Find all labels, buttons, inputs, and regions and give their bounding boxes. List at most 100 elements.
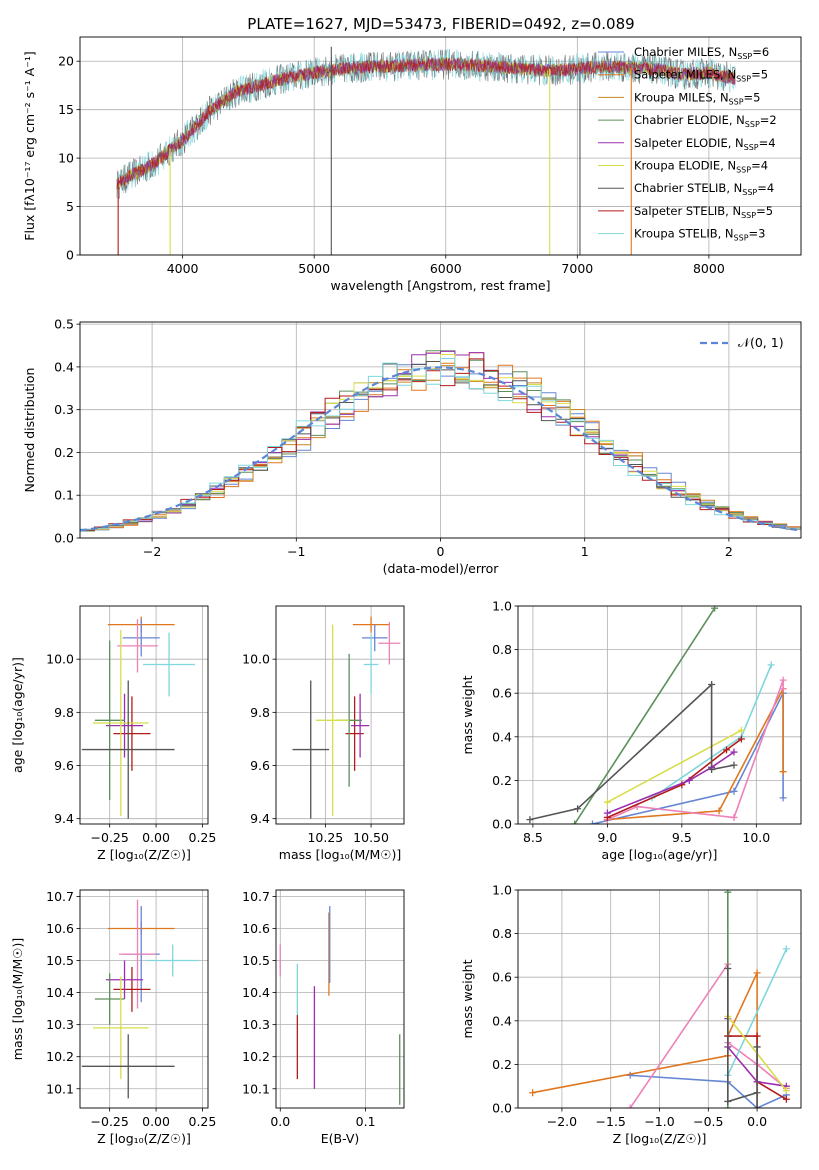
plot-area xyxy=(81,616,196,819)
mass-vs-metallicity-panel: −0.25 0.00 0.25 10.1 10.2 10.3 10.4 10.5 10.6 10.… xyxy=(10,889,216,1146)
axes-frame xyxy=(275,605,405,825)
weight-marker xyxy=(626,1104,634,1108)
data-point xyxy=(105,693,144,758)
x-tick-label: 6000 xyxy=(430,261,462,276)
weight-marker xyxy=(724,1097,732,1105)
x-tick-label: 8.5 xyxy=(523,830,543,845)
x-tick-label: 0.00 xyxy=(142,830,170,845)
weight-marker xyxy=(779,676,787,684)
data-point xyxy=(92,629,149,817)
axes-frame xyxy=(79,605,209,825)
age-vs-mass-panel: 10.25 10.50 9.4 9.6 9.8 10.0 mass [log₁₀(M/M☉)… xyxy=(242,605,405,862)
y-tick-label: 9.4 xyxy=(54,811,74,826)
weight-marker xyxy=(603,809,611,817)
data-point xyxy=(350,693,370,758)
weight-marker xyxy=(724,964,732,972)
y-tick-label: 0.8 xyxy=(492,926,512,941)
mass-vs-extinction-panel: 0.0 0.1 10.1 10.2 10.3 10.4 10.5 10.6 10.7 E(B-V) xyxy=(242,889,405,1146)
y-tick-label: 10.7 xyxy=(46,889,74,904)
y-tick-label: 0.0 xyxy=(492,1101,512,1116)
weight-marker xyxy=(767,661,775,669)
y-tick-label: 10.7 xyxy=(242,889,270,904)
y-tick-label: 9.4 xyxy=(250,811,270,826)
weight-marker xyxy=(730,787,738,795)
weight-marker xyxy=(529,1089,537,1097)
legend-label: Chabrier MILES, NSSP=6 xyxy=(634,45,769,61)
y-tick-label: 0.0 xyxy=(54,531,74,546)
weight-marker xyxy=(715,807,723,815)
x-tick-label: 0.25 xyxy=(189,830,217,845)
y-tick-label: 10.1 xyxy=(46,1081,74,1096)
age-vs-metallicity-panel: −0.25 0.00 0.25 9.4 9.6 9.8 10.0 Z [log₁₀(Z/Z☉)… xyxy=(10,605,217,862)
y-tick-label: 5 xyxy=(66,199,74,214)
y-axis-label: Flux [fλ10⁻¹⁷ erg cm⁻² s⁻¹ A⁻¹] xyxy=(22,51,37,240)
axes-frame xyxy=(517,889,802,1109)
data-point xyxy=(92,976,149,1080)
weight-marker xyxy=(723,746,731,754)
y-tick-label: 0.0 xyxy=(492,817,512,832)
histogram-series xyxy=(80,358,801,533)
y-axis-label: mass weight xyxy=(460,675,475,754)
data-point xyxy=(122,619,160,657)
weight-marker xyxy=(685,776,693,784)
weight-marker xyxy=(782,1087,790,1095)
plot-area xyxy=(292,616,401,819)
x-tick-label: 9.5 xyxy=(672,830,692,845)
y-tick-label: 10.0 xyxy=(242,652,270,667)
weight-marker xyxy=(753,1043,761,1051)
y-tick-label: 1.0 xyxy=(492,883,512,898)
mass-weight-vs-metallicity-panel: −2.0 −1.5 −1.0 −0.5 0.0 0.0 0.2 0.4 0.6 0.8 1.0 Z [… xyxy=(460,883,802,1146)
data-point xyxy=(146,944,199,977)
data-point xyxy=(378,621,401,665)
y-tick-label: 0.6 xyxy=(492,686,512,701)
data-point xyxy=(94,640,125,801)
y-axis-label: mass weight xyxy=(460,959,475,1038)
y-axis-label: age [log₁₀(age/yr)] xyxy=(10,657,25,773)
x-tick-label: 0.25 xyxy=(189,1114,217,1129)
data-point xyxy=(143,632,196,697)
weight-line xyxy=(727,948,788,1076)
y-tick-label: 0.3 xyxy=(54,402,74,417)
weight-line xyxy=(573,607,716,824)
data-point xyxy=(118,899,157,1009)
legend-label: Salpeter STELIB, NSSP=5 xyxy=(634,204,773,220)
legend-label: Chabrier STELIB, NSSP=4 xyxy=(634,181,774,197)
y-tick-label: 10.2 xyxy=(242,1049,270,1064)
axes-frame xyxy=(79,889,209,1109)
weight-line xyxy=(607,738,742,819)
y-tick-label: 10.3 xyxy=(46,1017,74,1032)
y-tick-label: 10.0 xyxy=(46,652,74,667)
weight-marker xyxy=(724,1104,732,1108)
x-tick-label: −2 xyxy=(143,544,161,559)
spectrum-line xyxy=(116,49,736,199)
x-tick-label: 1 xyxy=(581,544,589,559)
x-axis-label: Z [log₁₀(Z/Z☉)] xyxy=(613,1131,707,1146)
x-axis-label: wavelength [Angstrom, rest frame] xyxy=(330,278,550,293)
weight-marker xyxy=(574,805,582,813)
plot-area xyxy=(526,606,787,824)
y-tick-label: 10.5 xyxy=(46,953,74,968)
axes-frame xyxy=(79,36,802,256)
plot-area xyxy=(529,890,790,1108)
x-tick-label: 10.0 xyxy=(742,830,770,845)
x-axis-label: E(B-V) xyxy=(321,1131,360,1146)
x-tick-label: −0.25 xyxy=(91,1114,129,1129)
data-point xyxy=(81,680,175,819)
y-tick-label: 9.8 xyxy=(54,705,74,720)
weight-line xyxy=(630,1074,787,1108)
x-tick-label: −2.0 xyxy=(547,1114,577,1129)
weight-marker xyxy=(753,1032,761,1040)
weight-marker xyxy=(779,794,787,802)
y-tick-label: 10 xyxy=(58,151,74,166)
x-tick-label: −1.0 xyxy=(644,1114,674,1129)
data-point xyxy=(345,696,364,771)
legend-label: Kroupa MILES, NSSP=5 xyxy=(634,90,760,106)
weight-marker xyxy=(782,1095,790,1103)
y-tick-label: 15 xyxy=(58,102,74,117)
y-tick-label: 9.6 xyxy=(54,758,74,773)
data-point xyxy=(81,1034,175,1099)
weight-marker xyxy=(753,1104,761,1108)
y-tick-label: 1.0 xyxy=(492,599,512,614)
data-point xyxy=(316,624,350,817)
